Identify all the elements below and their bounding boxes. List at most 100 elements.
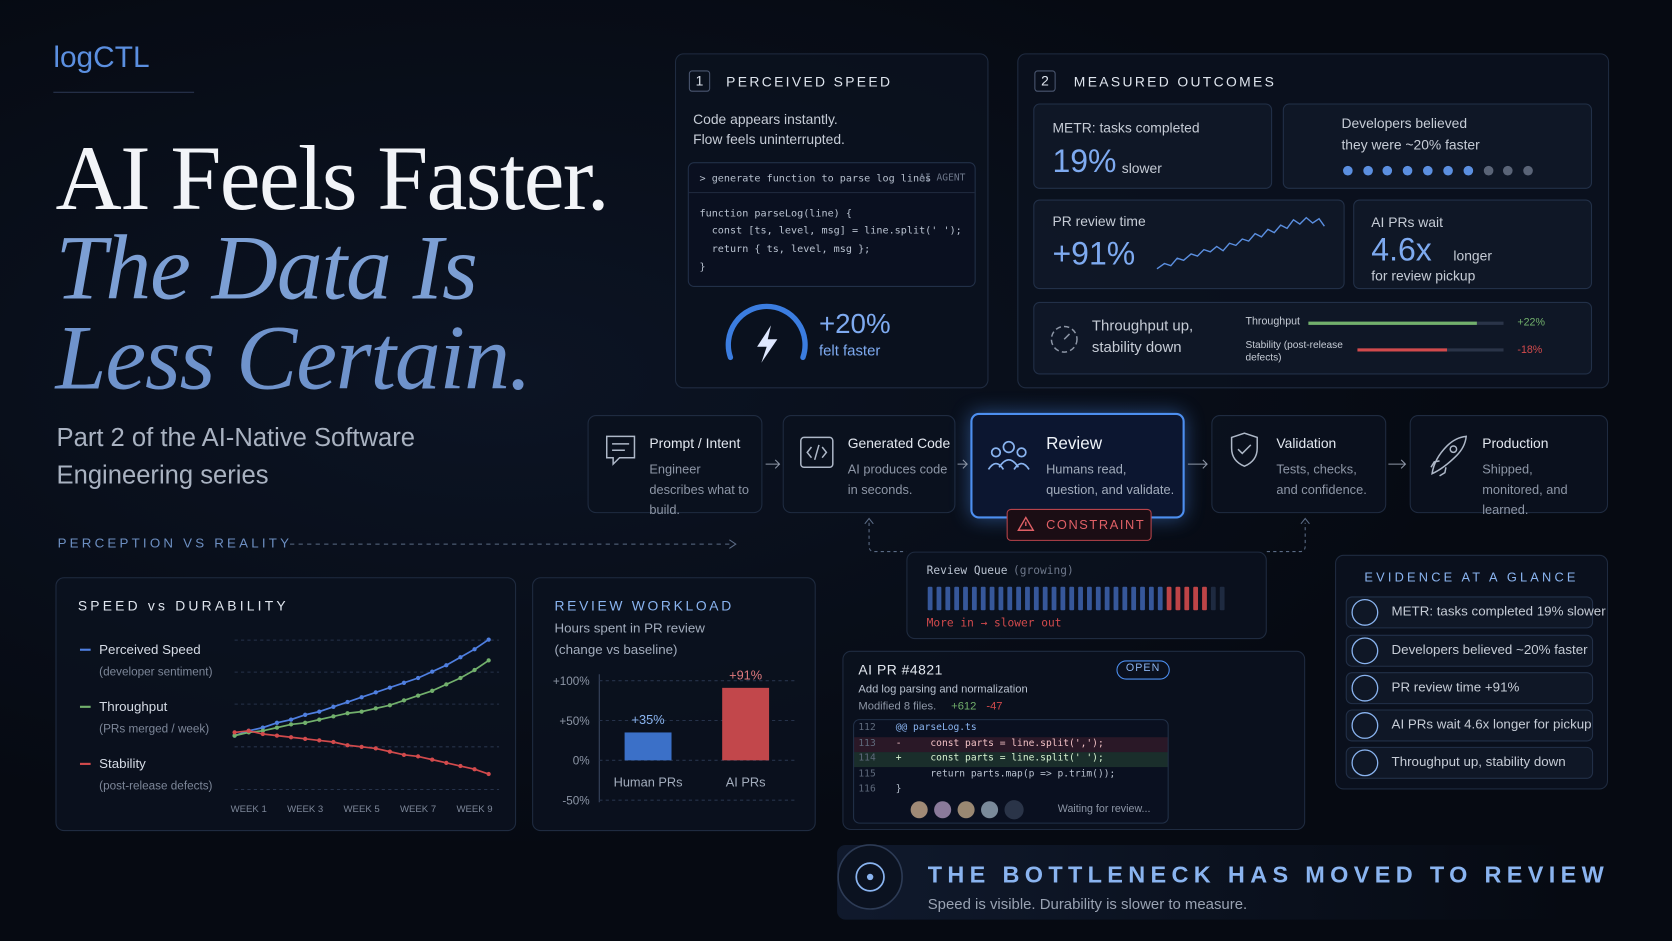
hero-subtitle: Part 2 of the AI-Native Software Enginee… xyxy=(56,423,415,490)
pipeline-step xyxy=(1409,415,1609,514)
brand-rule xyxy=(53,91,195,93)
point xyxy=(458,675,463,681)
x-tick-label: WEEK 7 xyxy=(400,804,436,815)
evidence-item: Throughput up, stability down xyxy=(1391,754,1566,770)
pr-removed: -47 xyxy=(986,699,1003,713)
evidence-row xyxy=(1345,596,1594,629)
lightning xyxy=(757,325,778,363)
dashed-connector xyxy=(868,522,907,553)
icon-person xyxy=(1002,440,1015,454)
queue-bar xyxy=(1122,586,1128,611)
diff-line: - const parts = line.split(','); xyxy=(895,738,1104,749)
series-line xyxy=(234,729,489,775)
step-title: Prompt / Intent xyxy=(649,435,741,452)
x-tick-label: Human PRs xyxy=(613,774,683,790)
card xyxy=(1282,103,1593,189)
point xyxy=(359,695,364,700)
y-tick-label: 0% xyxy=(573,755,590,768)
card-stat: 19% xyxy=(1052,144,1117,180)
icon-person xyxy=(1013,462,1030,470)
evidence-icon xyxy=(1351,712,1379,739)
point xyxy=(373,746,378,751)
point xyxy=(486,637,491,642)
point xyxy=(345,711,350,716)
hero-title: Less Certain. xyxy=(55,306,531,409)
point xyxy=(401,752,407,757)
panel-number: 1 xyxy=(695,72,704,89)
queue-bar xyxy=(963,586,968,611)
evidence-row xyxy=(1345,672,1594,705)
point xyxy=(317,738,322,743)
point xyxy=(260,725,265,730)
evidence-item: PR review time +91% xyxy=(1391,679,1520,695)
queue-bar xyxy=(1193,586,1199,611)
card-label: Developers believed xyxy=(1341,115,1468,132)
dashed-connector xyxy=(1266,522,1306,553)
icon-gauge xyxy=(1063,333,1071,340)
card xyxy=(1033,301,1593,375)
queue-bar xyxy=(1175,586,1181,611)
step-title: Review xyxy=(1046,435,1103,454)
point xyxy=(232,730,237,735)
queue-bar xyxy=(989,586,995,611)
code-line: return { ts, level, msg }; xyxy=(699,243,871,255)
y-tick-label: -50% xyxy=(562,794,589,807)
number-box xyxy=(1034,70,1056,92)
panel-number: 2 xyxy=(1041,72,1049,89)
pipeline-step xyxy=(587,415,763,514)
diff-line: + const parts = line.split(' '); xyxy=(895,753,1104,764)
point xyxy=(246,728,251,733)
step-title: Validation xyxy=(1276,435,1337,452)
diff-added-bg xyxy=(854,752,1168,768)
evidence-icon xyxy=(1351,598,1379,626)
icon-warning xyxy=(1017,516,1035,531)
dot xyxy=(1463,165,1474,176)
card-label: METR: tasks completed xyxy=(1052,119,1200,136)
pr-added: +612 xyxy=(951,699,977,713)
point xyxy=(430,757,435,762)
evidence-icon xyxy=(1351,749,1379,777)
card-label: AI PRs wait xyxy=(1371,214,1443,231)
card-stat: 4.6x xyxy=(1371,232,1432,268)
card xyxy=(1033,199,1345,290)
queue-bar xyxy=(936,586,942,611)
bar xyxy=(624,732,672,761)
point xyxy=(415,693,421,698)
avatars xyxy=(910,800,1024,820)
flow-arrows xyxy=(765,459,1407,469)
point xyxy=(260,728,265,733)
banner-subtitle: Speed is visible. Durability is slower t… xyxy=(927,895,1248,913)
queue-bar xyxy=(1060,586,1066,611)
legend-note: (PRs merged / week) xyxy=(99,722,209,735)
point xyxy=(401,698,407,703)
point xyxy=(430,669,435,674)
point xyxy=(331,704,336,709)
diff-num: 115 xyxy=(858,769,876,780)
chart-title: SPEED vs DURABILITY xyxy=(77,597,289,614)
waiting: Waiting for review... xyxy=(1057,803,1151,816)
diff-num: 114 xyxy=(858,753,876,764)
point xyxy=(260,731,265,737)
x-tick-label: AI PRs xyxy=(725,774,766,790)
point xyxy=(274,720,280,725)
queue-bar xyxy=(1087,586,1092,611)
x-tick-label: WEEK 5 xyxy=(344,804,380,815)
panel-title: PERCEIVED SPEED xyxy=(726,73,893,90)
queue-bar xyxy=(945,586,951,611)
bar-value: -18% xyxy=(1517,344,1543,357)
review-icon xyxy=(987,440,1030,470)
point xyxy=(331,739,336,745)
point xyxy=(415,675,421,681)
belief-dots xyxy=(1343,165,1533,176)
point xyxy=(373,706,378,711)
legend-note: (developer sentiment) xyxy=(99,665,212,678)
step-text: Shipped, monitored, and learned. xyxy=(1482,461,1568,518)
point xyxy=(486,771,491,777)
point xyxy=(472,767,477,772)
panel-title: MEASURED OUTCOMES xyxy=(1073,73,1277,90)
point xyxy=(331,714,336,719)
pipeline-step xyxy=(782,415,956,514)
queue-bar xyxy=(1078,586,1083,611)
